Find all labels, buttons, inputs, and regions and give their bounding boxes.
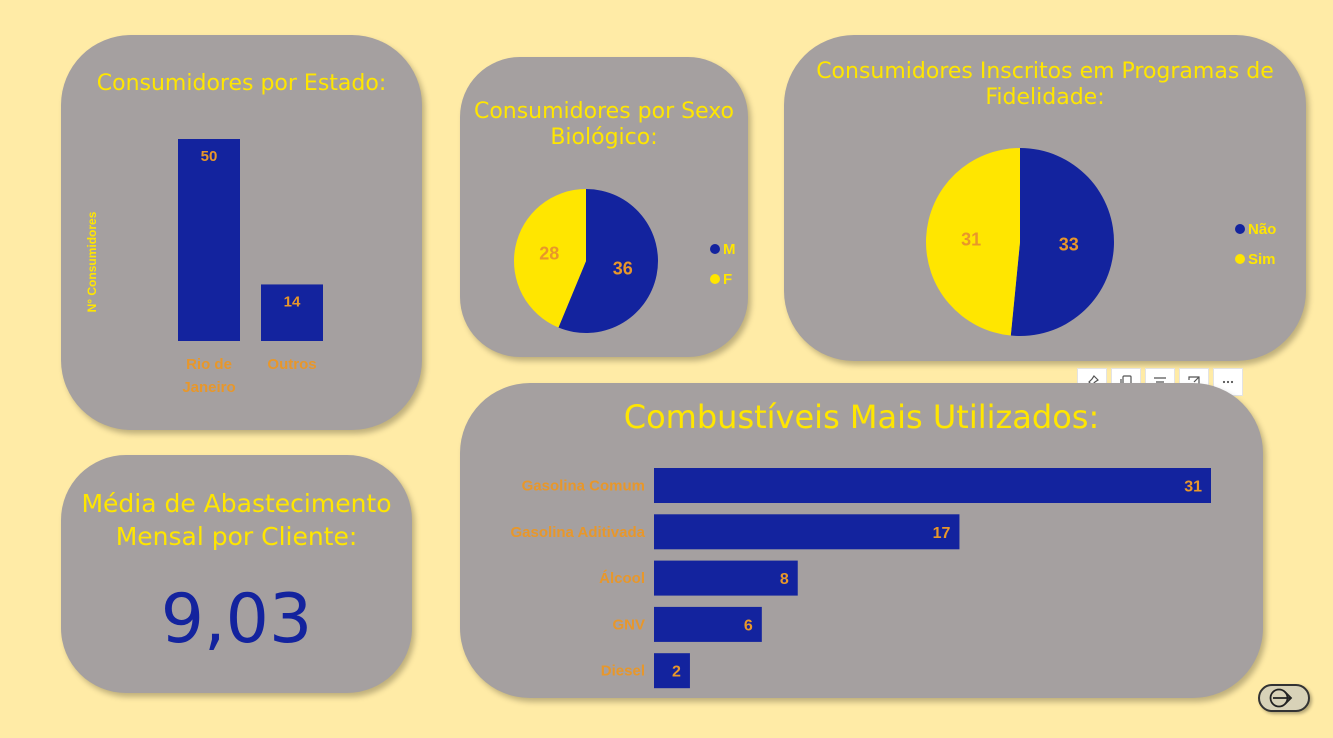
fuel-category-label: Gasolina Aditivada	[511, 524, 646, 541]
state-bar	[178, 139, 240, 341]
loyalty-legend: Não Sim	[1235, 214, 1276, 274]
sex-legend-label: F	[723, 270, 733, 288]
fuel-bar-value: 17	[933, 525, 951, 542]
loyalty-legend-marker	[1235, 254, 1245, 264]
fuel-bar-value: 31	[1184, 479, 1202, 496]
more-options-icon	[1222, 380, 1234, 384]
sex-slice	[514, 189, 586, 328]
sex-legend-marker	[710, 274, 720, 284]
fuel-category-label: GNV	[612, 616, 645, 633]
state-category-label: Outros	[267, 356, 316, 373]
loyalty-legend-item: Não	[1235, 214, 1276, 244]
loyalty-legend-marker	[1235, 224, 1245, 234]
kpi-title: Média de Abastecimento Mensal por Client…	[61, 488, 412, 553]
loyalty-legend-label: Sim	[1248, 250, 1276, 268]
loyalty-title-line2: Fidelidade:	[985, 85, 1105, 111]
more-options-button[interactable]	[1213, 368, 1243, 396]
loyalty-legend-label: Não	[1248, 220, 1277, 238]
next-page-button[interactable]	[1258, 684, 1310, 712]
fuel-bar-value: 8	[780, 571, 789, 588]
state-bar-value: 50	[201, 148, 218, 165]
fuel-bar	[654, 514, 960, 550]
fuel-bar	[654, 560, 798, 596]
loyalty-slice-value: 33	[1059, 234, 1079, 254]
loyalty-pie-chart: 33 31	[925, 148, 1114, 336]
sex-legend-item: M	[710, 234, 736, 264]
fuel-category-label: Gasolina Comum	[522, 478, 645, 495]
state-bar-chart: N° Consumidores 50 Rio de Janeiro 14 Outros	[85, 139, 323, 396]
sex-legend-marker	[710, 244, 720, 254]
fuel-category-label: Diesel	[601, 663, 645, 680]
sex-legend-label: M	[723, 240, 736, 258]
fuel-bar-value: 6	[744, 617, 753, 634]
arrow-right-icon	[1269, 688, 1293, 708]
loyalty-slice	[1010, 148, 1114, 336]
loyalty-slice-value: 31	[961, 230, 981, 250]
state-category-label: Rio de	[186, 356, 232, 373]
state-chart-card: Consumidores por Estado: N° Consumidores…	[61, 35, 422, 430]
fuel-bar-value: 2	[672, 664, 681, 681]
loyalty-slice	[925, 148, 1020, 336]
fuel-bar	[654, 468, 1211, 503]
sex-legend-item: F	[710, 264, 736, 294]
sex-pie-chart: 36 28	[514, 189, 658, 333]
kpi-title-line2: Mensal por Cliente:	[115, 521, 358, 551]
sex-slice-value: 36	[613, 258, 633, 278]
sex-slice-value: 28	[539, 244, 559, 264]
sex-chart-title: Consumidores por Sexo Biológico:	[460, 99, 748, 152]
sex-title-line1: Consumidores por Sexo	[473, 99, 735, 124]
state-category-label: Janeiro	[182, 379, 235, 396]
state-ylabel: N° Consumidores	[85, 211, 99, 312]
loyalty-chart-card: Consumidores Inscritos em Programas de F…	[784, 35, 1306, 361]
kpi-title-line1: Média de Abastecimento	[81, 489, 392, 518]
state-chart-title: Consumidores por Estado:	[96, 71, 387, 96]
loyalty-chart-title: Consumidores Inscritos em Programas de F…	[784, 59, 1306, 112]
kpi-card: Média de Abastecimento Mensal por Client…	[61, 455, 412, 693]
fuel-chart-title: Combustíveis Mais Utilizados:	[623, 398, 1100, 436]
state-bar	[261, 284, 323, 341]
sex-title-line2: Biológico:	[550, 125, 658, 151]
loyalty-title-line1: Consumidores Inscritos em Programas de	[816, 59, 1274, 84]
fuel-category-label: Álcool	[599, 570, 645, 587]
kpi-value: 9,03	[160, 580, 313, 659]
fuel-chart-card: Combustíveis Mais Utilizados: 31 Gasolina…	[460, 383, 1263, 698]
fuel-bar	[654, 606, 762, 642]
fuel-bar	[654, 653, 690, 689]
loyalty-legend-item: Sim	[1235, 244, 1276, 274]
sex-slice	[558, 189, 658, 333]
state-bar-value: 14	[284, 293, 301, 310]
fuel-bar-chart: 31 Gasolina Comum 17 Gasolina Aditivada 8 Álc…	[511, 468, 1211, 689]
